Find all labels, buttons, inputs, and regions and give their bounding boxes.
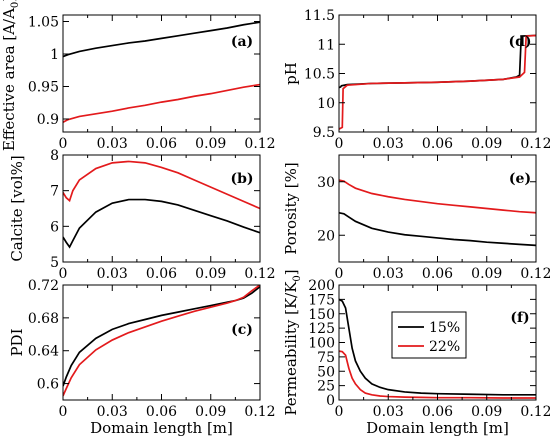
panel-b: 0 0.03 0.06 0.09 0.12 5 6 7 8 Calcite [vol%] (b) (8, 148, 276, 282)
y-axis-label-e: Porosity [%] (282, 162, 300, 254)
x-tick-label-c-0: 0 (59, 404, 68, 420)
y-tick-label-c-1: 0.64 (28, 344, 59, 360)
plot-frame-d (338, 14, 537, 133)
panel-label-a: (a) (231, 34, 253, 50)
x-axis-label-c: Domain length [m] (90, 419, 233, 437)
x-tick-label-b-4: 0.12 (244, 266, 275, 282)
panel-d: 0 0.03 0.06 0.09 0.12 9.5 10 10.5 11 11.5 pH (d) (282, 8, 550, 152)
series-line-a-1 (63, 83, 260, 124)
legend-box (391, 311, 467, 359)
y-tick-label-b-2: 7 (50, 184, 59, 200)
y-tick-label-b-0: 5 (50, 255, 59, 271)
panel-label-d: (d) (508, 34, 531, 50)
x-tick-label-f-4: 0.12 (520, 404, 550, 420)
x-tick-label-e-0: 0 (335, 266, 344, 282)
y-tick-label-a-3: 1.05 (28, 15, 59, 31)
y-axis-label-d: pH (282, 62, 300, 85)
y-tick-label-a-1: 0.95 (28, 80, 59, 96)
x-tick-label-a-3: 0.09 (195, 136, 226, 152)
panel-label-e: (e) (509, 171, 531, 187)
series-line-d-1 (339, 34, 536, 130)
x-tick-label-d-0: 0 (335, 136, 344, 152)
y-tick-label-d-1: 10 (317, 96, 335, 112)
y-tick-label-d-2: 10.5 (304, 67, 335, 83)
series-line-e-1 (339, 179, 536, 214)
series-line-f-1 (339, 350, 536, 399)
y-axis-label-f: Permeability [K/K0] (282, 269, 303, 415)
y-axis-label-c: PDI (8, 328, 26, 356)
y-tick-label-b-3: 8 (50, 148, 59, 164)
x-tick-label-e-2: 0.06 (422, 266, 453, 282)
x-tick-label-d-1: 0.03 (373, 136, 404, 152)
y-tick-label-c-3: 0.72 (28, 278, 59, 294)
series-line-b-0 (63, 198, 260, 249)
y-tick-label-a-0: 0.9 (37, 112, 59, 128)
y-axis-label-b: Calcite [vol%] (8, 155, 26, 261)
x-tick-label-b-3: 0.09 (195, 266, 226, 282)
x-tick-label-c-4: 0.12 (244, 404, 275, 420)
panel-f: 0 0.03 0.06 0.09 0.120255075100125150175200P… (282, 269, 550, 437)
legend-entry-0: 15% (429, 320, 460, 336)
x-tick-label-a-0: 0 (59, 136, 68, 152)
y-tick-label-f-2: 50 (317, 364, 335, 380)
y-tick-label-f-6: 150 (308, 307, 335, 323)
x-tick-label-f-2: 0.06 (422, 404, 453, 420)
x-tick-label-c-3: 0.09 (195, 404, 226, 420)
panel-label-f: (f) (510, 310, 529, 326)
x-tick-label-a-4: 0.12 (244, 136, 275, 152)
y-tick-label-e-0: 20 (317, 228, 335, 244)
y-tick-label-e-1: 30 (317, 175, 335, 191)
x-tick-label-e-4: 0.12 (520, 266, 550, 282)
y-tick-label-f-5: 125 (308, 321, 335, 337)
y-tick-label-f-1: 25 (317, 379, 335, 395)
panel-label-c: (c) (231, 322, 253, 338)
y-tick-label-f-4: 100 (308, 336, 335, 352)
x-tick-label-a-1: 0.03 (97, 136, 128, 152)
x-tick-label-e-1: 0.03 (373, 266, 404, 282)
plot-frame-e (338, 154, 537, 263)
y-tick-label-b-1: 6 (50, 219, 59, 235)
series-line-c-1 (63, 285, 260, 397)
legend-entry-1: 22% (429, 339, 460, 355)
x-tick-label-f-3: 0.09 (471, 404, 502, 420)
y-tick-label-f-0: 0 (326, 393, 335, 409)
legend: 15%22% (391, 311, 467, 359)
x-tick-label-f-1: 0.03 (373, 404, 404, 420)
panel-e: 0 0.03 0.06 0.09 0.12 20 30 Porosity [%] (e) (282, 154, 550, 282)
x-tick-label-e-3: 0.09 (471, 266, 502, 282)
x-axis-label-f: Domain length [m] (366, 419, 509, 437)
y-tick-label-c-0: 0.6 (37, 377, 59, 393)
panel-c: 0 0.03 0.06 0.09 0.12 0.6 0.64 0.68 0.72 PDI Domai… (8, 278, 276, 437)
y-tick-label-f-3: 75 (317, 350, 335, 366)
y-tick-label-d-3: 11 (317, 37, 335, 53)
panel-label-b: (b) (230, 171, 253, 187)
y-tick-label-f-8: 200 (308, 278, 335, 294)
series-line-f-0 (339, 298, 536, 396)
y-axis-label-a: Effective area [A/A0] (0, 0, 21, 151)
series-line-e-0 (339, 211, 536, 247)
y-tick-label-f-7: 175 (308, 292, 335, 308)
series-line-a-0 (63, 21, 260, 58)
x-tick-label-f-0: 0 (335, 404, 344, 420)
x-tick-label-c-2: 0.06 (146, 404, 177, 420)
y-tick-label-a-2: 1 (50, 47, 59, 63)
x-tick-label-b-1: 0.03 (97, 266, 128, 282)
x-tick-label-d-3: 0.09 (471, 136, 502, 152)
y-tick-label-c-2: 0.68 (28, 311, 59, 327)
x-tick-label-b-0: 0 (59, 266, 68, 282)
x-tick-label-a-2: 0.06 (146, 136, 177, 152)
x-tick-label-b-2: 0.06 (146, 266, 177, 282)
series-line-b-1 (63, 160, 260, 210)
x-tick-label-d-2: 0.06 (422, 136, 453, 152)
y-tick-label-d-4: 11.5 (304, 8, 335, 24)
panel-a: 0 0.03 0.06 0.09 0.12 0.9 0.95 1 1.05 Effective a… (0, 0, 276, 152)
y-tick-label-d-0: 9.5 (313, 125, 335, 141)
x-tick-label-c-1: 0.03 (97, 404, 128, 420)
x-tick-label-d-4: 0.12 (520, 136, 550, 152)
